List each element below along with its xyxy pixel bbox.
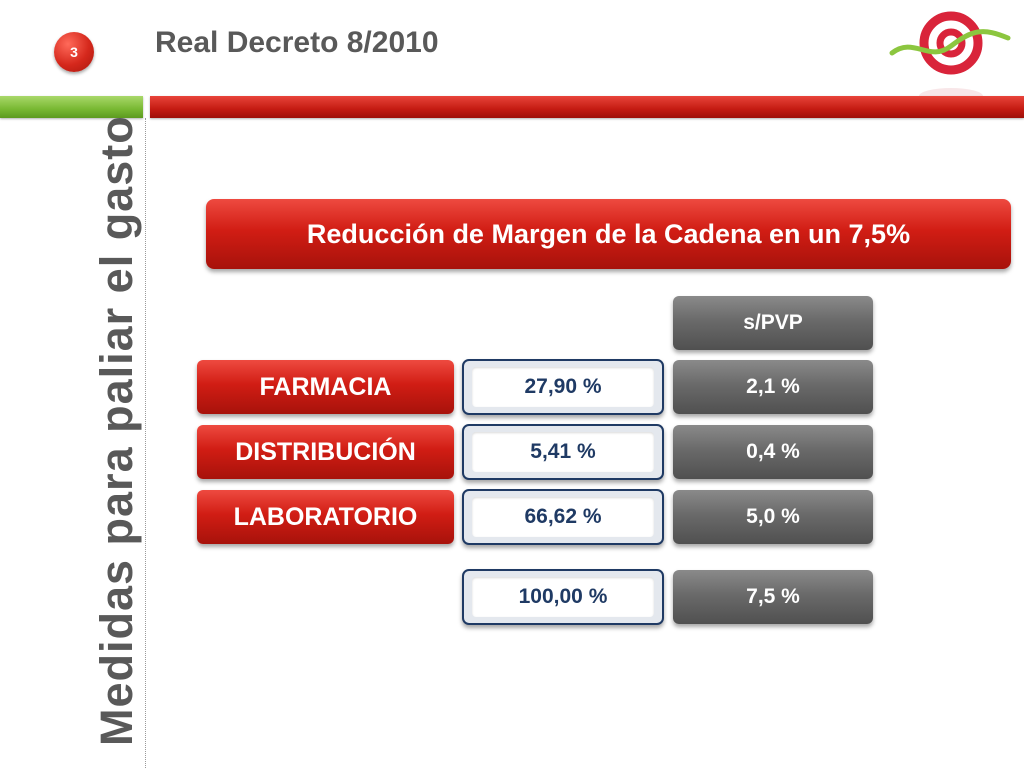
slide-number-badge: 3 (54, 32, 94, 72)
green-accent-bar (0, 96, 143, 118)
vertical-divider (145, 118, 146, 768)
share-box-farmacia: 27,90 % (462, 359, 664, 415)
share-box-laboratorio: 66,62 % (462, 489, 664, 545)
share-value: 5,41 % (472, 432, 654, 472)
share-box-distribucion: 5,41 % (462, 424, 664, 480)
headline-banner: Reducción de Margen de la Cadena en un 7… (206, 199, 1011, 269)
share-value: 27,90 % (472, 367, 654, 407)
share-total-value: 100,00 % (472, 577, 654, 617)
pvp-box-distribucion: 0,4 % (673, 425, 873, 479)
share-box-total: 100,00 % (462, 569, 664, 625)
pvp-box-laboratorio: 5,0 % (673, 490, 873, 544)
red-accent-bar (150, 96, 1024, 118)
page-title: Real Decreto 8/2010 (155, 26, 439, 59)
row-label-distribucion: DISTRIBUCIÓN (197, 425, 454, 479)
row-label-laboratorio: LABORATORIO (197, 490, 454, 544)
column-header-pvp: s/PVP (673, 296, 873, 350)
logo-icon (889, 11, 1011, 98)
pvp-box-farmacia: 2,1 % (673, 360, 873, 414)
pvp-box-total: 7,5 % (673, 570, 873, 624)
row-label-farmacia: FARMACIA (197, 360, 454, 414)
share-value: 66,62 % (472, 497, 654, 537)
side-title: Medidas para paliar el gasto (91, 115, 142, 746)
